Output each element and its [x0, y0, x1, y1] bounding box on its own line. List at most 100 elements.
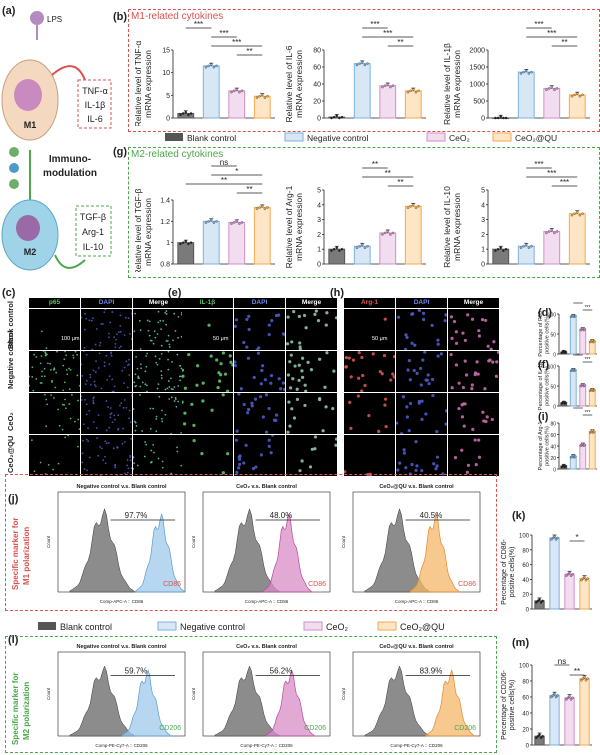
data-point [332, 115, 336, 119]
panel-label-b: (b) [113, 11, 128, 23]
data-point [578, 213, 582, 217]
legend-top: Blank control Negative control CeO₂ CeO₂… [165, 132, 557, 143]
m1-label: M1 [24, 120, 37, 130]
m2-section-title: M2-related cytokines [131, 149, 224, 160]
data-point [238, 222, 241, 225]
histogram-blank [214, 508, 281, 593]
data-point [210, 218, 213, 222]
data-point [184, 240, 188, 243]
scale-bar-label: 100 μm [61, 336, 80, 342]
bar-1 [549, 537, 560, 610]
lps-label: LPS [47, 15, 62, 24]
data-point [358, 62, 361, 65]
data-point [358, 244, 361, 248]
micro-row-label: CeO₂ [6, 412, 15, 431]
tick-label: 0 [317, 116, 321, 123]
data-point [556, 536, 559, 540]
legend-label-ceo2qu: CeO₂@QU [515, 133, 557, 143]
data-point [568, 571, 571, 574]
data-point [232, 221, 236, 224]
tick-label: 100 [519, 664, 530, 670]
legend-label-ceo2: CeO₂ [449, 133, 470, 143]
chart-il10: 0 1 2 3 4 5 Relative level of IL-10 mRNA expres… [442, 160, 590, 269]
data-point [189, 241, 193, 244]
tick-label: 0 [481, 262, 485, 269]
micro-row-label: Negative control [6, 330, 15, 389]
data-point [181, 241, 185, 244]
tick-label: 80 [522, 680, 529, 686]
y-axis-label: Relative level of IL-1β [442, 43, 452, 125]
data-point [565, 698, 568, 701]
tick-label: 60 [522, 563, 529, 569]
data-point [565, 574, 568, 577]
y-axis-label: Relative level of TNF-α [133, 41, 143, 126]
data-point [536, 599, 540, 603]
micro-image [396, 435, 447, 476]
chart-il6: 0 20 40 60 80 Relative level of IL-6 mRNA expr… [284, 20, 426, 123]
data-point [502, 249, 505, 252]
tick-label: 40 [522, 578, 529, 584]
m2-cytokine-3: IL-10 [83, 242, 104, 252]
y-axis-label: Relative level of IL-10 [442, 186, 452, 268]
data-point [550, 85, 554, 89]
data-point [541, 734, 544, 738]
flow-title: CeO₂ v.s. Blank control [236, 484, 297, 490]
panel-label-i: (i) [538, 411, 549, 423]
legend2-swatch-negative [157, 621, 177, 631]
micro-col-header: IL-1β [182, 298, 233, 308]
tick-label: 80 [313, 48, 321, 55]
bar-2 [379, 85, 397, 119]
data-point [499, 246, 503, 249]
micro-col-header: DAPI [234, 298, 285, 308]
data-point [553, 535, 556, 538]
panel-label-j: (j) [8, 493, 19, 505]
tick-label: 20 [313, 99, 321, 106]
tick-label: 2 [481, 232, 485, 239]
data-point [535, 736, 538, 740]
m1-cytokine-2: IL-1β [85, 100, 106, 110]
micro-row-label: CeO₂@QU [6, 435, 15, 473]
data-point [389, 233, 392, 236]
flow-x-label: Comp-PE-Cy7-A :: CD206 [390, 743, 443, 748]
flow-m2-negative: Negative control v.s. Blank control Count… [46, 644, 186, 748]
data-point [409, 89, 412, 93]
data-point [232, 89, 236, 93]
data-point [212, 221, 216, 224]
micro-image [448, 309, 499, 350]
m2-arrow-icon [54, 254, 86, 269]
bar-1 [549, 694, 560, 746]
bar-2 [228, 221, 246, 265]
data-point [571, 696, 574, 700]
data-point [230, 90, 233, 94]
significance-label: ** [561, 38, 567, 47]
m1-cytokine-box [77, 79, 112, 129]
tick-label: 3 [317, 217, 321, 224]
legend2-label-ceo2: CeO₂ [326, 622, 349, 632]
tick-label: 4 [317, 202, 321, 209]
data-point [235, 219, 239, 223]
data-point [550, 695, 553, 699]
flow-y-label: Count [46, 687, 51, 700]
panel-label-e: (e) [168, 287, 182, 299]
gate-percent: 56.2% [270, 667, 293, 676]
data-point [550, 538, 553, 541]
data-point [592, 339, 596, 343]
data-point [555, 230, 559, 233]
data-point [383, 84, 387, 87]
data-point [578, 94, 582, 98]
tick-label: 0 [553, 353, 556, 359]
micro-col-header: Merge [286, 298, 337, 308]
chart-il1b: 0 500 1000 1500 2000 Relative level of IL-1β m… [442, 20, 590, 125]
data-point [568, 694, 571, 698]
bar-3 [568, 213, 586, 265]
data-point [575, 210, 579, 214]
data-point [181, 112, 185, 115]
micro-image [344, 309, 395, 350]
micro-image [286, 309, 337, 350]
significance-label: *** [585, 410, 591, 416]
data-point [581, 212, 584, 215]
y-axis-label: Relative level of IL-6 [284, 45, 294, 122]
micro-image [182, 351, 233, 392]
bar-2 [379, 232, 397, 265]
bar-2 [543, 87, 561, 119]
